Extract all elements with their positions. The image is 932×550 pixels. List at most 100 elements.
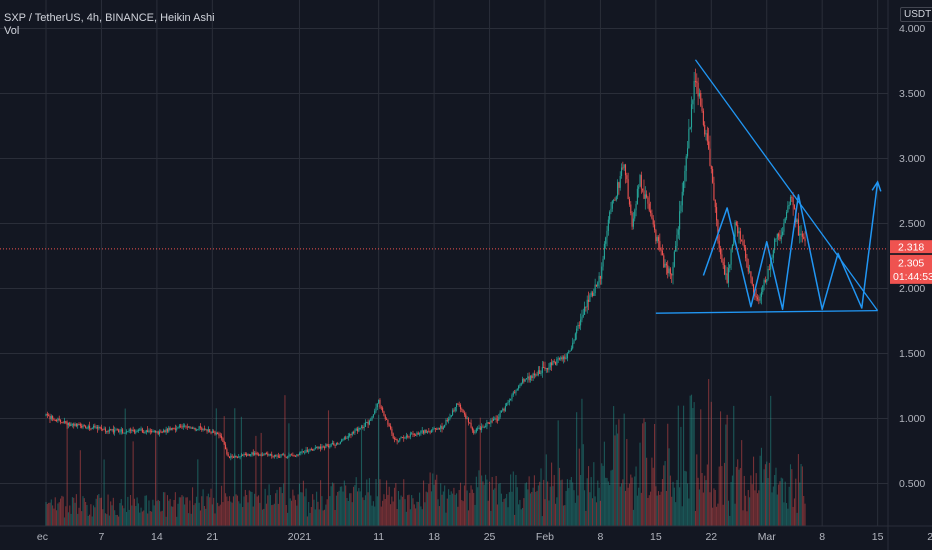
volume-bar xyxy=(61,495,63,526)
candle-body xyxy=(558,358,561,360)
volume-bar xyxy=(799,482,801,526)
candle-body xyxy=(560,357,562,360)
candle-body xyxy=(285,456,287,458)
candle-body xyxy=(755,296,757,298)
triangle-resistance-line[interactable] xyxy=(694,59,879,311)
candle-body xyxy=(198,426,200,430)
last-price-tag[interactable]: 2.318 xyxy=(890,240,932,254)
volume-bar xyxy=(152,499,154,526)
currency-badge[interactable]: USDT xyxy=(900,7,932,22)
candle-body xyxy=(335,442,337,446)
volume-bar xyxy=(726,414,728,526)
volume-bar xyxy=(679,487,681,526)
candle-body xyxy=(417,432,419,435)
candle-body xyxy=(429,431,431,433)
candle-body xyxy=(48,415,50,417)
candle-body xyxy=(65,421,67,423)
volume-bar xyxy=(210,488,212,526)
volume-bar xyxy=(257,495,260,526)
drawing-layer[interactable] xyxy=(655,59,882,314)
volume-bar xyxy=(96,495,99,526)
volume-bar xyxy=(69,505,71,526)
candle-body xyxy=(395,439,397,441)
candle-body xyxy=(257,454,260,456)
volume-bar xyxy=(73,497,75,526)
candle-body xyxy=(391,428,393,434)
candle-body xyxy=(141,428,143,433)
volume-bar xyxy=(415,508,417,526)
candle-body xyxy=(168,427,170,432)
volume-bar xyxy=(495,475,497,526)
volume-bar xyxy=(413,504,415,526)
volume-bar xyxy=(222,502,224,526)
candle-body xyxy=(248,454,250,456)
candle-body xyxy=(81,425,83,428)
volume-bar xyxy=(623,413,625,526)
candle-body xyxy=(536,374,538,376)
candle-body xyxy=(511,394,513,399)
volume-bar xyxy=(45,501,47,526)
price-scale[interactable]: 4.000 3.500 3.000 2.500 2.000 1.500 1.000 0.500… xyxy=(887,0,932,550)
volume-bar xyxy=(581,398,583,526)
candle-body xyxy=(591,292,594,296)
symbol-title[interactable]: SXP / TetherUS, 4h, BINANCE, Heikin Ashi xyxy=(4,12,215,24)
volume-bar xyxy=(611,469,613,526)
volume-bar xyxy=(700,409,702,526)
candle-body xyxy=(630,204,632,214)
candle-body xyxy=(103,428,105,430)
volume-bar xyxy=(788,486,790,526)
candle-body xyxy=(218,433,220,436)
candlestick-series[interactable] xyxy=(45,68,806,461)
candle-body xyxy=(573,340,575,343)
candle-body xyxy=(416,432,418,435)
candle-body xyxy=(300,451,302,454)
candle-body xyxy=(356,428,359,432)
candle-body xyxy=(85,425,87,429)
projected-path-line[interactable] xyxy=(702,181,879,311)
candle-body xyxy=(118,429,120,433)
volume-bar xyxy=(87,515,89,526)
volume-bar xyxy=(442,491,444,526)
volume-bar xyxy=(478,470,480,526)
volume-bar xyxy=(635,466,637,526)
arrow-head[interactable] xyxy=(871,180,882,192)
volume-bar xyxy=(785,503,788,526)
candle-body xyxy=(613,199,615,201)
candle-body xyxy=(681,191,683,206)
candle-body xyxy=(528,376,530,381)
candle-body xyxy=(791,197,793,199)
candle-body xyxy=(597,282,599,287)
candle-body xyxy=(160,431,162,433)
volume-bar xyxy=(148,500,150,526)
volume-bar xyxy=(437,499,439,526)
candle-body xyxy=(188,426,190,428)
volume-bar xyxy=(268,484,270,526)
volume-bar xyxy=(554,503,557,526)
volume-indicator-label[interactable]: Vol xyxy=(4,25,20,37)
volume-bar xyxy=(562,505,565,526)
last-price-tag-background xyxy=(890,240,932,254)
volume-bar xyxy=(652,467,654,526)
candle-body xyxy=(136,430,138,432)
volume-bar xyxy=(232,496,235,526)
volume-bar xyxy=(296,505,298,526)
volume-bar xyxy=(424,502,426,526)
candle-body xyxy=(701,105,703,112)
candle-body xyxy=(224,444,227,450)
candle-body xyxy=(495,418,497,420)
volume-bar xyxy=(444,485,446,526)
candle-body xyxy=(290,454,293,456)
time-scale[interactable]: ec 7 14 21 2021 11 18 25 Feb 8 15 22 Mar 8 15 22 xyxy=(0,525,932,543)
candle-body xyxy=(582,314,584,317)
candle-body xyxy=(685,156,687,171)
volume-bar xyxy=(389,504,392,526)
triangle-support-line[interactable] xyxy=(655,309,878,314)
current-price-tag[interactable]: 2.305 01:44:53 xyxy=(890,254,932,284)
volume-bar xyxy=(155,430,157,526)
volume-bar xyxy=(665,490,667,526)
candle-body xyxy=(623,164,625,168)
candle-body xyxy=(622,167,624,169)
candle-body xyxy=(482,426,484,428)
volume-bar xyxy=(597,480,599,526)
